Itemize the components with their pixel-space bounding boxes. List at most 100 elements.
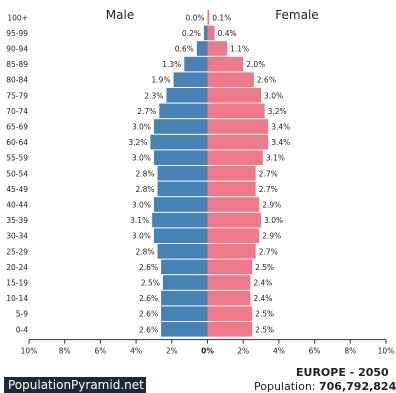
bar-female [207, 228, 260, 243]
bar-male [162, 275, 208, 290]
male-value-label: 2.6% [139, 325, 158, 334]
x-tick-label: 10% [21, 347, 38, 356]
x-tick-label: 10% [378, 347, 395, 356]
bar-male [153, 197, 208, 212]
bar-female [207, 88, 262, 103]
bar-male [166, 88, 208, 103]
x-tick-label: 8% [344, 347, 356, 356]
age-group-label: 0-4 [16, 325, 28, 334]
female-value-label: 0.1% [212, 13, 231, 22]
male-value-label: 1.9% [152, 76, 171, 85]
female-value-label: 2.4% [253, 279, 272, 288]
bar-female [207, 150, 263, 165]
age-group-label: 35-39 [6, 216, 28, 225]
x-tick-label: 4% [130, 347, 142, 356]
bars-group: 100+ 0.0% 0.1% 95-99 0.2% 0.4% 90-94 0.6% 1.1% 85… [6, 10, 290, 337]
female-value-label: 2.5% [255, 310, 274, 319]
x-tick-label: 2% [166, 347, 178, 356]
female-value-label: 2.7% [259, 185, 278, 194]
age-group-label: 20-24 [6, 263, 28, 272]
age-group-label: 80-84 [6, 76, 28, 85]
bar-female [207, 322, 253, 337]
age-group-label: 45-49 [6, 185, 28, 194]
bar-female [207, 119, 269, 134]
age-group-label: 15-19 [6, 279, 28, 288]
female-value-label: 2.9% [262, 201, 281, 210]
bar-female [207, 25, 215, 41]
female-value-label: 2.4% [253, 294, 272, 303]
bar-male [203, 25, 208, 41]
population-label: Population: [254, 380, 319, 393]
age-group-label: 25-29 [6, 247, 28, 256]
x-tick-label: 0% [201, 347, 214, 356]
bar-male [150, 134, 208, 150]
female-value-label: 2.5% [255, 263, 274, 272]
age-group-label: 85-89 [6, 60, 28, 69]
x-tick-label: 8% [59, 347, 71, 356]
bar-male [161, 290, 208, 306]
female-value-label: 0.4% [218, 29, 237, 38]
male-value-label: 3.0% [132, 201, 151, 210]
male-value-label: 2.8% [135, 185, 154, 194]
bar-female [207, 134, 269, 150]
x-tick-label: 6% [309, 347, 321, 356]
male-value-label: 2.7% [137, 107, 156, 116]
bar-male [161, 306, 208, 321]
male-title: Male [106, 8, 134, 22]
male-value-label: 0.6% [175, 45, 194, 54]
bar-male [152, 212, 208, 228]
bar-female [207, 259, 253, 275]
age-group-label: 60-64 [6, 138, 28, 147]
age-group-label: 75-79 [6, 91, 28, 100]
male-value-label: 2.3% [144, 91, 163, 100]
bar-female [207, 10, 210, 25]
x-tick-label: 4% [273, 347, 285, 356]
female-value-label: 3.4% [271, 138, 290, 147]
male-value-label: 2.5% [141, 279, 160, 288]
male-value-label: 2.8% [135, 247, 154, 256]
male-value-label: 2.6% [139, 294, 158, 303]
female-value-label: 2.9% [262, 232, 281, 241]
age-group-label: 70-74 [6, 107, 28, 116]
male-value-label: 0.0% [185, 13, 204, 22]
age-group-label: 65-69 [6, 123, 28, 132]
age-group-label: 40-44 [6, 201, 28, 210]
bar-female [207, 103, 265, 119]
bar-male [157, 181, 208, 197]
population-value: 706,792,824 [319, 380, 396, 393]
bar-male [173, 72, 208, 87]
female-value-label: 3.0% [264, 91, 283, 100]
bar-female [207, 244, 256, 259]
bar-female [207, 275, 251, 290]
brand-logo[interactable]: PopulationPyramid.net [4, 377, 146, 393]
region-title: EUROPE - 2050 [296, 366, 389, 379]
female-value-label: 3.0% [264, 216, 283, 225]
bar-male [196, 41, 208, 56]
male-value-label: 1.3% [162, 60, 181, 69]
female-value-label: 2.7% [259, 169, 278, 178]
age-group-label: 95-99 [6, 29, 28, 38]
male-value-label: 0.2% [182, 29, 201, 38]
population-text: Population: 706,792,824 [254, 380, 396, 393]
male-value-label: 3.0% [132, 154, 151, 163]
female-title: Female [275, 8, 318, 22]
age-group-label: 100+ [7, 13, 28, 22]
age-group-label: 5-9 [16, 310, 28, 319]
male-value-label: 3.0% [132, 232, 151, 241]
female-value-label: 3.2% [268, 107, 287, 116]
bar-female [207, 306, 253, 321]
bar-male [184, 56, 208, 72]
bar-male [157, 244, 208, 259]
male-value-label: 2.6% [139, 263, 158, 272]
x-tick-label: 6% [94, 347, 106, 356]
bar-female [207, 197, 260, 212]
bar-male [157, 166, 208, 181]
x-axis: 10% 8% 6% 4% 2% 0% 2% 4% 6% 8% 10% [21, 339, 395, 356]
age-group-label: 30-34 [6, 232, 28, 241]
age-group-label: 10-14 [6, 294, 28, 303]
female-value-label: 3.4% [271, 123, 290, 132]
bar-male [159, 103, 208, 119]
bar-male [153, 150, 208, 165]
age-group-label: 90-94 [6, 45, 28, 54]
